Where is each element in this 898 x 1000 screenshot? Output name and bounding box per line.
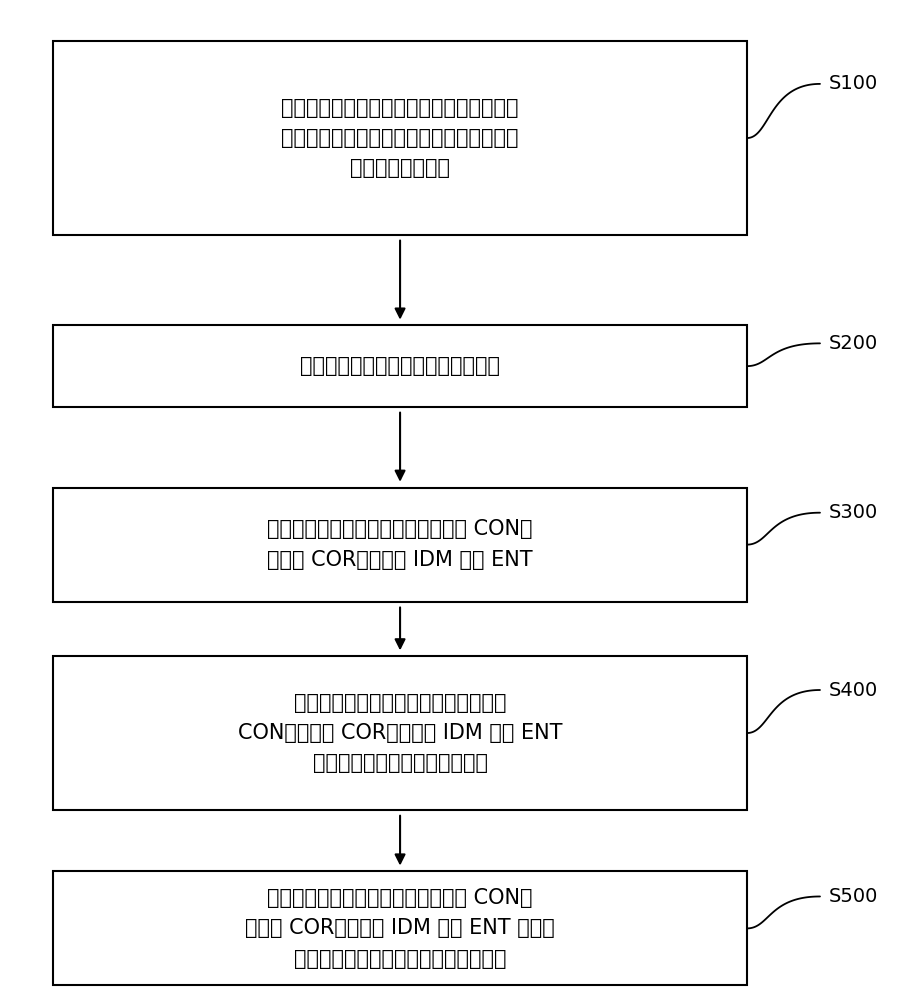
Bar	[53, 41, 747, 235]
Text: 生成去噪后灰度图像的灰度共生矩阵: 生成去噪后灰度图像的灰度共生矩阵	[300, 356, 500, 376]
Bar	[53, 488, 747, 602]
Text: S100: S100	[829, 74, 878, 93]
Text: S500: S500	[829, 887, 878, 906]
Bar	[53, 871, 747, 985]
Text: 采集土壤样品的显微图像，并对所述显微图
像进行预处理，以将所述显微图像转化成灰
度图像并去除噪声: 采集土壤样品的显微图像，并对所述显微图 像进行预处理，以将所述显微图像转化成灰 …	[281, 98, 519, 178]
Text: 根据事先设定的拟合指标对所述对比度
CON、相关性 COR、逆差矩 IDM 和熵 ENT
进行拟合得到孔隙度的拟合方程: 根据事先设定的拟合指标对所述对比度 CON、相关性 COR、逆差矩 IDM 和熵…	[238, 693, 562, 773]
Bar	[53, 325, 747, 407]
Text: S400: S400	[829, 681, 878, 700]
Text: S200: S200	[829, 334, 878, 353]
Bar	[53, 656, 747, 810]
Text: 将待测土壤的灰度共生矩阵的对比度 CON、
相关性 COR、逆差矩 IDM 和熵 ENT 代入所
述拟合方程得到所述待测土壤的孔隙度: 将待测土壤的灰度共生矩阵的对比度 CON、 相关性 COR、逆差矩 IDM 和熵…	[245, 888, 555, 969]
Text: S300: S300	[829, 503, 878, 522]
Text: 计算灰度共生矩阵的特征值：对比度 CON、
相关性 COR、逆差矩 IDM 和熵 ENT: 计算灰度共生矩阵的特征值：对比度 CON、 相关性 COR、逆差矩 IDM 和熵…	[268, 519, 533, 570]
